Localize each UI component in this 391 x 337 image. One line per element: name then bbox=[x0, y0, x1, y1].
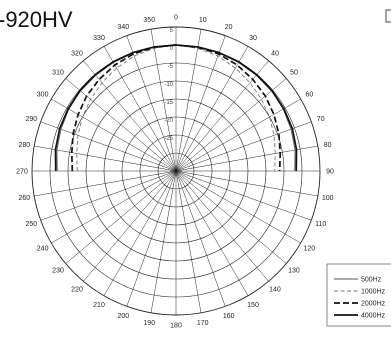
grid-spoke bbox=[175, 170, 226, 307]
angle-label: 280 bbox=[18, 142, 30, 149]
grid-spoke bbox=[83, 170, 177, 282]
grid-spoke bbox=[175, 98, 301, 172]
angle-label: 40 bbox=[271, 51, 279, 58]
angle-label: 330 bbox=[93, 35, 105, 42]
grid-spoke bbox=[126, 170, 177, 307]
angle-label: 50 bbox=[290, 70, 298, 77]
grid-spoke bbox=[175, 170, 202, 313]
grid-spoke bbox=[175, 145, 318, 172]
angle-label: 270 bbox=[16, 169, 28, 176]
grid-spoke bbox=[175, 170, 269, 282]
angle-label: 240 bbox=[37, 246, 49, 253]
angle-label: 150 bbox=[247, 302, 259, 309]
legend-label: 4000Hz bbox=[361, 313, 386, 320]
legend-label: 500Hz bbox=[361, 277, 382, 284]
series-lines bbox=[54, 44, 298, 172]
grid-spoke bbox=[175, 78, 287, 172]
grid-spoke bbox=[34, 145, 177, 172]
legend-label: 2000Hz bbox=[361, 301, 386, 308]
grid-spoke bbox=[175, 60, 269, 172]
grid-spoke bbox=[51, 98, 177, 172]
grid-spoke bbox=[83, 60, 177, 172]
angle-label: 10 bbox=[199, 17, 207, 24]
series-line-4000Hz bbox=[54, 44, 298, 172]
angle-label: 130 bbox=[288, 267, 300, 274]
grid-spoke bbox=[40, 170, 177, 221]
series-line-1000Hz bbox=[76, 44, 276, 172]
grid-spoke bbox=[175, 170, 318, 197]
grid-spoke bbox=[175, 46, 249, 172]
grid-spoke bbox=[34, 170, 177, 197]
db-label: -10 bbox=[164, 82, 173, 88]
grid-spoke bbox=[126, 35, 177, 172]
db-label: -25 bbox=[164, 136, 173, 142]
grid-spoke bbox=[175, 170, 301, 244]
grid-spoke bbox=[150, 170, 177, 313]
grid-spoke bbox=[175, 170, 312, 221]
grid-spokes bbox=[32, 27, 320, 315]
angle-label: 110 bbox=[315, 221, 326, 228]
grid-spoke bbox=[40, 121, 177, 172]
angle-label: 70 bbox=[317, 116, 325, 123]
angle-label: 120 bbox=[304, 246, 316, 253]
db-label: 5 bbox=[170, 28, 174, 34]
angle-label: 140 bbox=[269, 286, 281, 293]
angle-label: 180 bbox=[170, 323, 182, 330]
grid-spoke bbox=[65, 78, 177, 172]
grid-spoke bbox=[175, 170, 249, 296]
db-label: -5 bbox=[168, 64, 174, 70]
legend: 500Hz 1000Hz 2000Hz 4000Hz bbox=[326, 263, 391, 327]
angle-label: 340 bbox=[117, 24, 129, 31]
grid-spoke bbox=[103, 170, 177, 296]
angle-label: 90 bbox=[326, 169, 334, 176]
angle-label: 190 bbox=[143, 320, 155, 327]
angle-label: 160 bbox=[223, 313, 235, 320]
db-label: -15 bbox=[164, 100, 173, 106]
angle-label: 210 bbox=[93, 302, 105, 309]
angle-label: 220 bbox=[71, 286, 83, 293]
grid-spoke bbox=[175, 170, 287, 264]
db-label: 0 bbox=[170, 46, 174, 52]
grid-spoke bbox=[175, 29, 202, 172]
grid-spoke bbox=[103, 46, 177, 172]
angle-label: 350 bbox=[143, 17, 155, 24]
grid-spoke bbox=[51, 170, 177, 244]
angle-label: 0 bbox=[174, 15, 178, 22]
angle-label: 260 bbox=[18, 195, 30, 202]
angle-label: 250 bbox=[25, 221, 37, 228]
angle-label: 60 bbox=[305, 92, 313, 99]
angle-label: 300 bbox=[37, 92, 49, 99]
angle-label: 320 bbox=[71, 51, 83, 58]
angle-label: 230 bbox=[52, 267, 64, 274]
angle-label: 310 bbox=[52, 70, 64, 77]
chart-title: -920HV bbox=[0, 7, 73, 32]
grid-spoke bbox=[175, 35, 226, 172]
grid-spoke bbox=[150, 29, 177, 172]
angle-label: 290 bbox=[25, 116, 37, 123]
db-label: -20 bbox=[164, 118, 173, 124]
angle-label: 200 bbox=[117, 313, 129, 320]
grid-spoke bbox=[65, 170, 177, 264]
grid-spoke bbox=[175, 121, 312, 172]
angle-label: 100 bbox=[322, 195, 334, 202]
angle-label: 80 bbox=[324, 142, 332, 149]
angle-label: 20 bbox=[225, 24, 233, 31]
angle-labels: 0 102030405060708090100110120130140150160… bbox=[16, 15, 334, 330]
angle-label: 170 bbox=[197, 320, 209, 327]
angle-label: 30 bbox=[249, 35, 257, 42]
legend-label: 1000Hz bbox=[361, 289, 386, 296]
truncated-box-icon bbox=[385, 9, 391, 23]
db-labels: 5 0 -5 -10 -15 -20 -25 bbox=[164, 28, 173, 142]
